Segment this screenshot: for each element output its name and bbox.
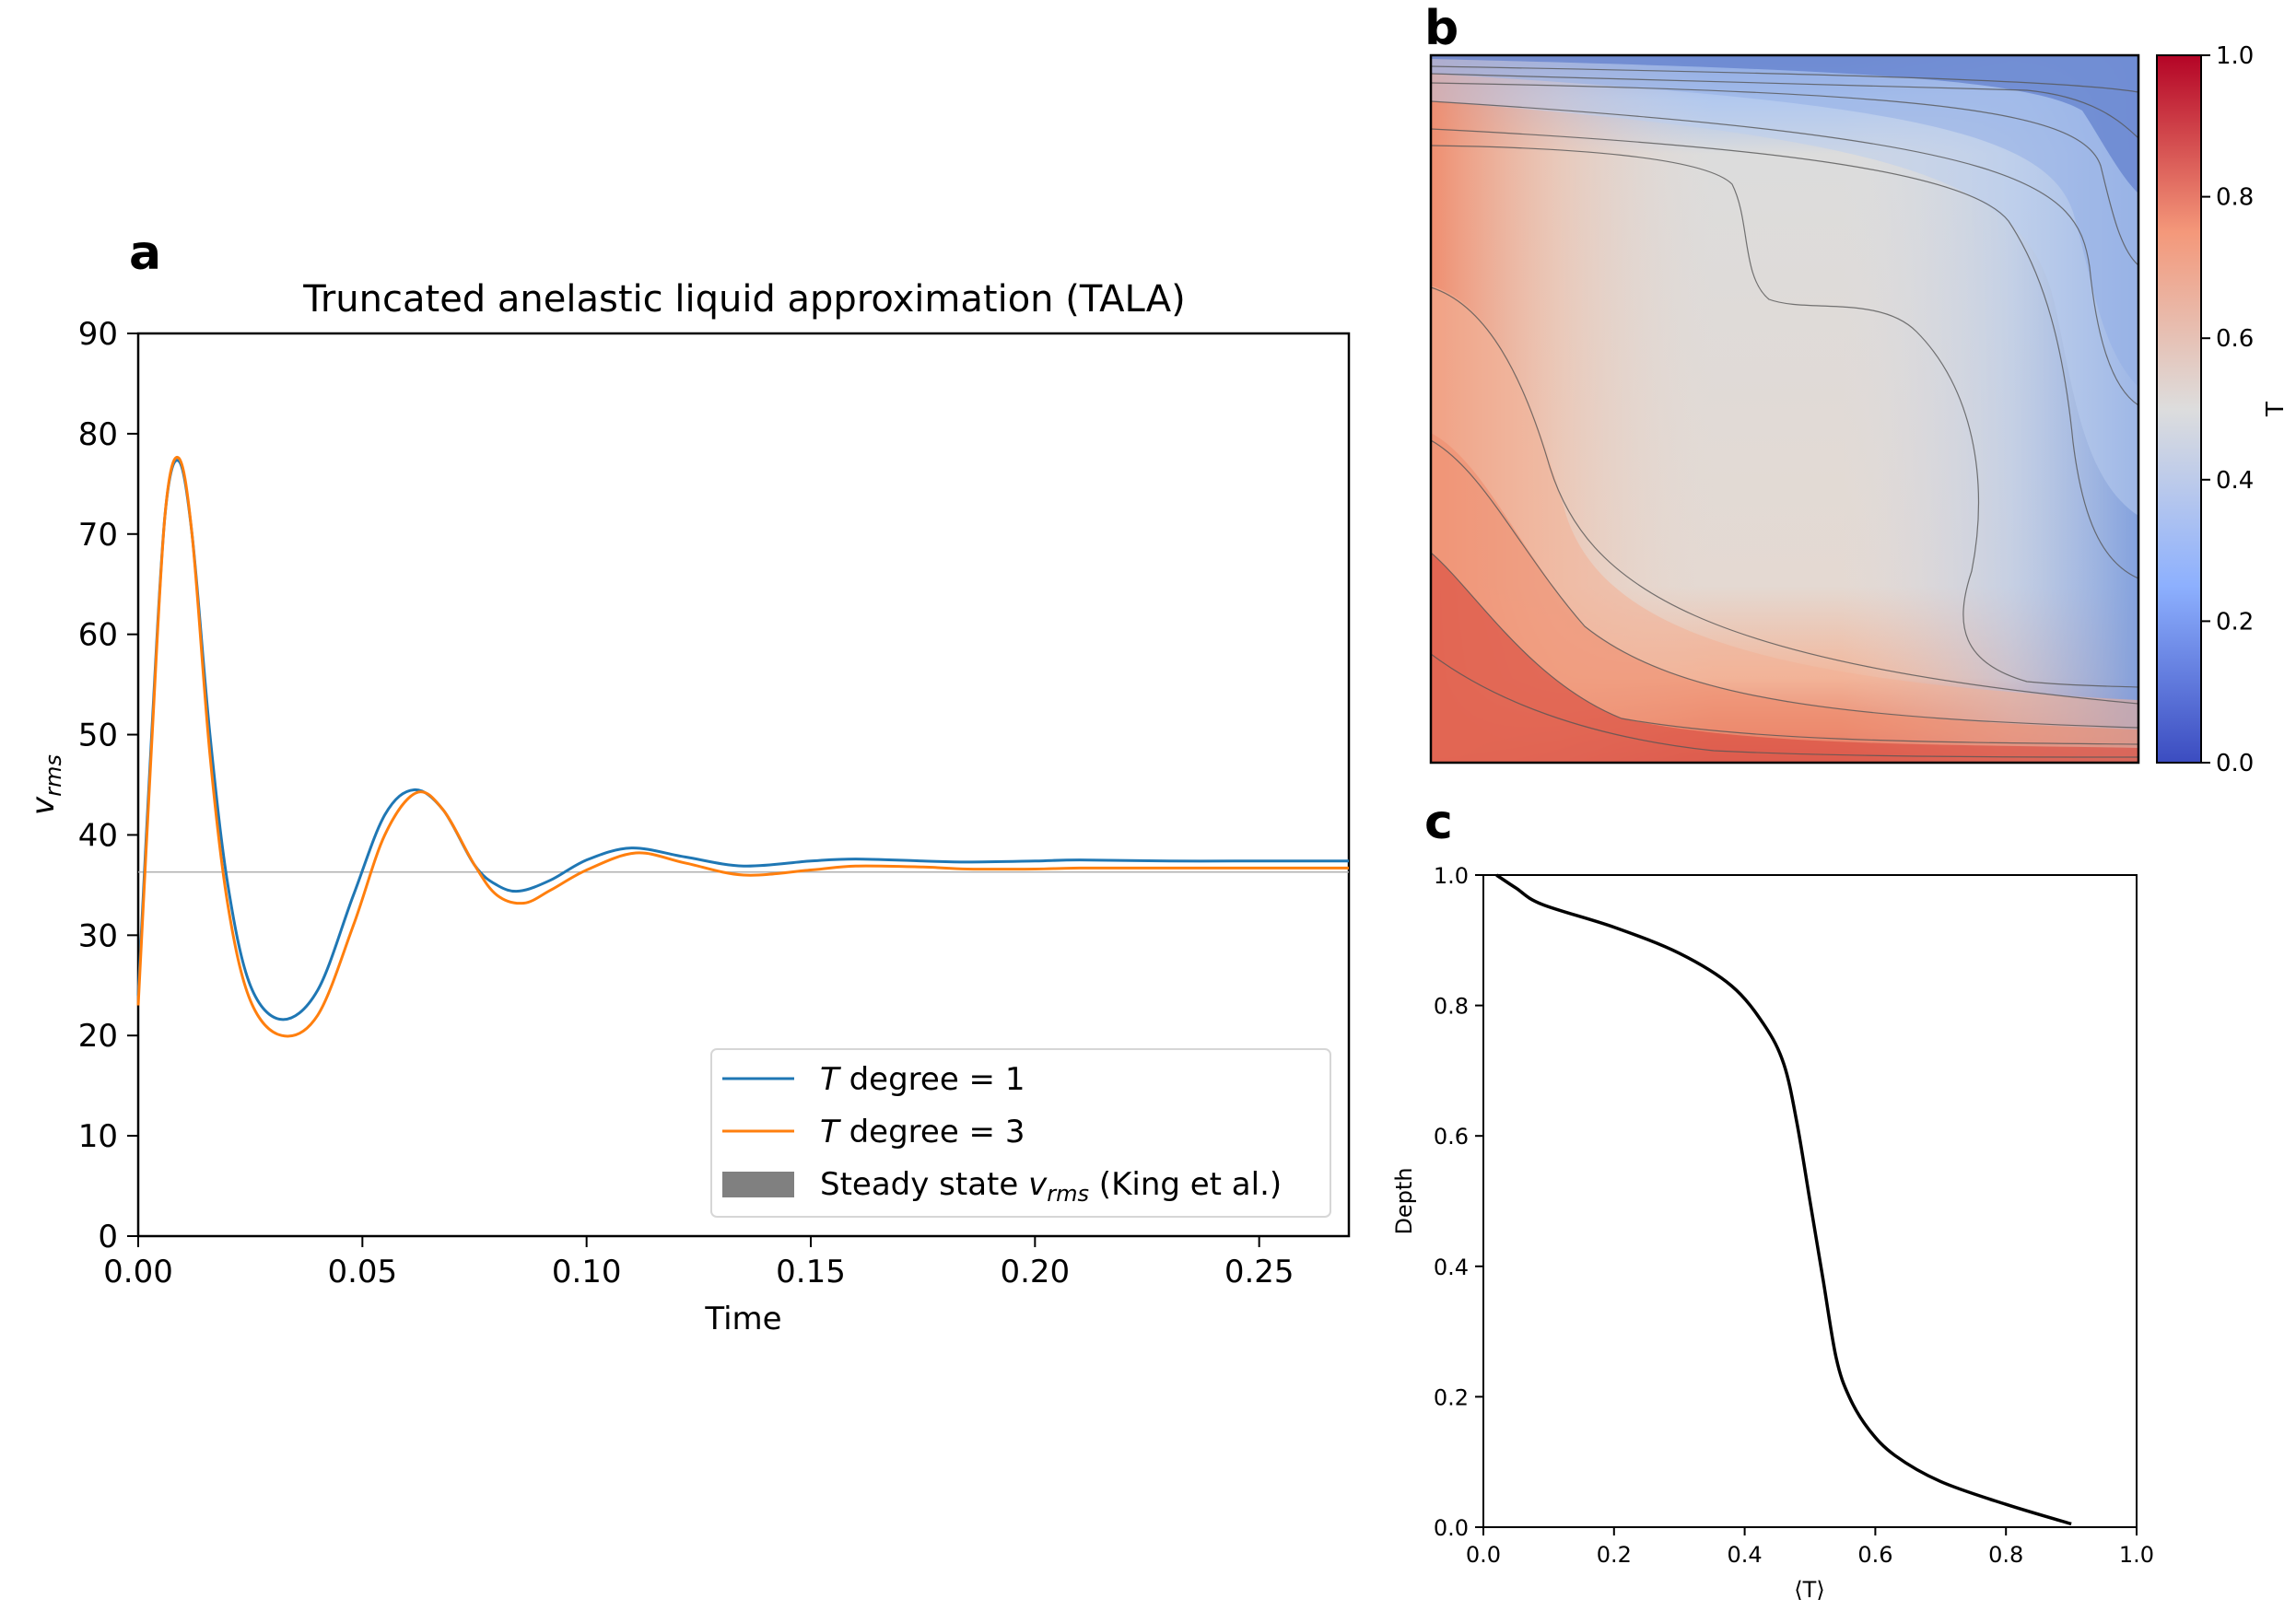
y-tick-label: 30: [78, 917, 118, 954]
y-tick-label: 0.2: [1434, 1384, 1469, 1410]
heatmap-frame: [1429, 53, 2140, 765]
legend-entry-degree-3: T degree = 3: [820, 1114, 1025, 1150]
colorbar-ticks: 0.0 0.2 0.4 0.6 0.8 1.0: [2201, 42, 2254, 777]
x-tick-label: 0.6: [1857, 1542, 1892, 1568]
panel-a-series: [136, 455, 1349, 1038]
panel-c-x-ticks: 0.0 0.2 0.4 0.6 0.8 1.0: [1466, 1527, 2154, 1568]
colorbar-tick-label: 0.2: [2216, 608, 2254, 636]
mean-temperature-profile-line: [1495, 873, 2072, 1526]
colorbar-label: T: [2262, 402, 2290, 417]
panel-c-x-label: ⟨T⟩: [1794, 1577, 1824, 1603]
colorbar-tick-label: 0.0: [2216, 750, 2254, 777]
x-tick-label: 0.4: [1728, 1542, 1763, 1568]
series-line-degree-1: [136, 459, 1349, 1021]
panel-b-label: b: [1424, 1, 1458, 56]
panel-a-x-label: Time: [704, 1301, 781, 1337]
panel-a-title: Truncated anelastic liquid approximation…: [302, 278, 1185, 321]
legend-entry-steady-state: Steady state vrms (King et al.): [820, 1166, 1282, 1207]
legend-frame: [710, 1048, 1331, 1218]
panel-c: c 0.0 0.2 0.4 0.6 0.8 1.0 0.00.20.40.60.81.0 …: [1391, 795, 2154, 1603]
y-tick-label: 40: [78, 817, 118, 854]
colorbar: [2156, 54, 2202, 764]
y-tick-label: 0.0: [1434, 1515, 1469, 1541]
x-tick-label: 0.15: [776, 1254, 846, 1290]
panel-a-plot-area: [136, 332, 1351, 1238]
colorbar-tick-label: 0.6: [2216, 325, 2254, 353]
colorbar-tick-label: 0.4: [2216, 467, 2254, 495]
panel-c-label: c: [1424, 795, 1453, 850]
panel-a: a Truncated anelastic liquid approximati…: [25, 226, 1351, 1337]
x-tick-label: 0.20: [1000, 1254, 1070, 1290]
panel-a-x-ticks: 0.00 0.05 0.10 0.15 0.20 0.25: [103, 1236, 1294, 1290]
x-tick-label: 0.05: [327, 1254, 397, 1290]
x-tick-label: 0.25: [1224, 1254, 1294, 1290]
series-line-degree-3: [136, 455, 1349, 1038]
x-tick-label: 0.10: [552, 1254, 622, 1290]
panel-a-legend: T degree = 1 T degree = 3 Steady state v…: [710, 1048, 1331, 1218]
legend-entry-degree-1: T degree = 1: [820, 1061, 1025, 1098]
y-tick-label: 50: [78, 718, 118, 754]
panel-c-plot-area: [1482, 874, 2138, 1528]
x-tick-label: 0.2: [1597, 1542, 1632, 1568]
y-tick-label: 0.8: [1434, 994, 1469, 1020]
y-tick-label: 60: [78, 617, 118, 654]
y-tick-label: 0.6: [1434, 1124, 1469, 1150]
panel-a-y-ticks: 0 10 20 30 40 50 60 70 80 90: [78, 316, 138, 1255]
legend-swatch-steady-state: [722, 1172, 794, 1197]
x-tick-label: 0.8: [1988, 1542, 2023, 1568]
y-tick-label: 1.0: [1434, 863, 1469, 889]
panel-c-series: [1495, 873, 2072, 1526]
panel-c-y-label: Depth: [1391, 1167, 1417, 1234]
y-tick-label: 70: [78, 517, 118, 554]
heatmap-contours: [1431, 65, 2138, 758]
y-tick-label: 90: [78, 316, 118, 353]
y-tick-label: 0.4: [1434, 1255, 1469, 1280]
x-tick-label: 1.0: [2119, 1542, 2154, 1568]
panel-a-label: a: [129, 226, 161, 281]
colorbar-tick-label: 1.0: [2216, 42, 2254, 70]
y-tick-label: 20: [78, 1018, 118, 1055]
panel-c-y-ticks: 0.0 0.2 0.4 0.6 0.8 1.0: [1434, 863, 1483, 1541]
temperature-heatmap: [1431, 55, 2138, 763]
x-tick-label: 0.00: [103, 1254, 173, 1290]
y-tick-label: 80: [78, 416, 118, 453]
x-tick-label: 0.0: [1466, 1542, 1501, 1568]
panel-a-y-label: vrms: [25, 754, 66, 815]
y-tick-label: 0: [98, 1219, 118, 1255]
y-tick-label: 10: [78, 1118, 118, 1155]
colorbar-tick-label: 0.8: [2216, 184, 2254, 212]
panel-b: b: [1424, 1, 2290, 777]
